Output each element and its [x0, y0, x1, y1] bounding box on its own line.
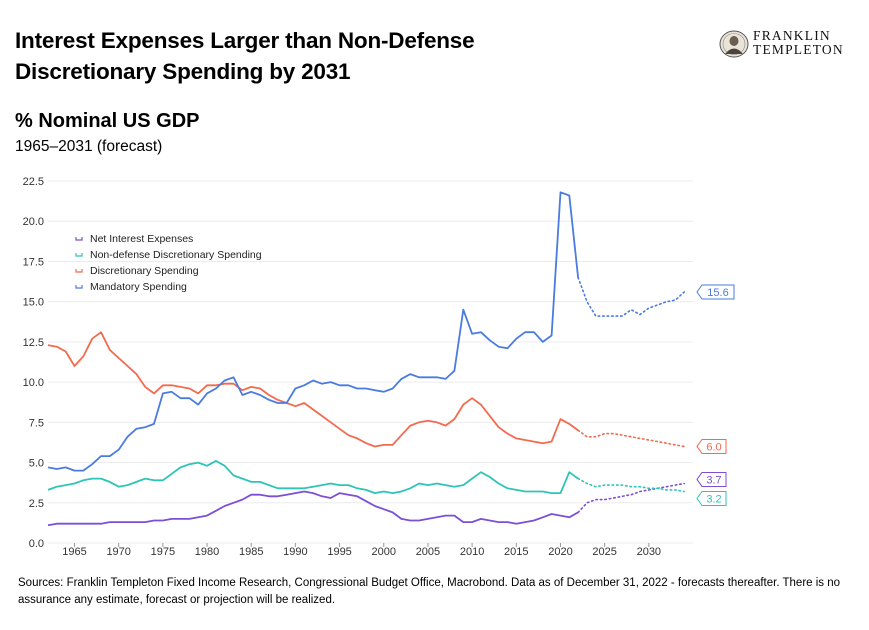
- x-tick-label: 2000: [372, 546, 396, 558]
- x-tick-label: 2025: [592, 546, 616, 558]
- x-tick-label: 2010: [460, 546, 484, 558]
- x-tick-label: 2015: [504, 546, 528, 558]
- y-tick-label: 17.5: [23, 256, 44, 268]
- y-tick-label: 5.0: [29, 458, 44, 470]
- x-tick-label: 1965: [62, 546, 86, 558]
- title-line-2: Discretionary Spending by 2031: [15, 59, 351, 84]
- y-tick-label: 7.5: [29, 417, 44, 429]
- end-label-box: [696, 471, 727, 487]
- y-tick-label: 20.0: [23, 216, 44, 228]
- x-tick-label: 1975: [151, 546, 175, 558]
- franklin-templeton-logo: FRANKLIN TEMPLETON: [719, 29, 859, 59]
- net-interest-expenses-end-label: 3.7: [696, 471, 727, 487]
- logo-line-2: TEMPLETON: [753, 42, 844, 57]
- end-label-text: 3.7: [706, 474, 721, 486]
- chart-title: Interest Expenses Larger than Non-Defens…: [15, 25, 615, 87]
- legend-item: Non-defense Discretionary Spending: [75, 249, 262, 261]
- legend: Net Interest Expenses Non-defense Discret…: [75, 233, 262, 293]
- x-tick-label: 2005: [416, 546, 440, 558]
- discretionary-spending-end-label: 6.0: [696, 438, 727, 454]
- legend-item: Discretionary Spending: [75, 265, 199, 277]
- x-tick-label: 2030: [637, 546, 661, 558]
- date-range: 1965–2031 (forecast): [15, 138, 163, 155]
- non-defense-discretionary-spending-end-label: 3.2: [696, 491, 727, 507]
- y-axis-ticks: 0.0 2.5 5.0 7.5 10.0 12.5 15.0 17.5 20.0 22.5: [23, 176, 44, 550]
- end-label-text: 6.0: [706, 441, 721, 453]
- x-axis-ticks: 1965 1970 1975 1980 1985 1990 1995 2000 2005 2010…: [62, 543, 661, 558]
- y-tick-label: 15.0: [23, 297, 44, 309]
- y-tick-label: 12.5: [23, 337, 44, 349]
- non-defense-discretionary-spending-actual-line: [47, 459, 579, 495]
- mandatory-spending-forecast-line: [577, 276, 686, 317]
- legend-swatch: [75, 237, 83, 241]
- x-tick-label: 1985: [239, 546, 263, 558]
- legend-label: Discretionary Spending: [90, 265, 199, 277]
- y-tick-label: 0.0: [29, 538, 44, 550]
- x-tick-label: 1990: [283, 546, 307, 558]
- end-label-box: [696, 284, 735, 300]
- x-tick-label: 1970: [106, 546, 130, 558]
- portrait-seal-icon: [719, 30, 749, 58]
- title-line-1: Interest Expenses Larger than Non-Defens…: [15, 28, 475, 53]
- legend-item: Net Interest Expenses: [75, 233, 193, 245]
- end-label-box: [696, 491, 727, 507]
- legend-label: Net Interest Expenses: [90, 233, 193, 245]
- end-label-text: 15.6: [707, 287, 728, 299]
- legend-swatch: [75, 269, 83, 273]
- source-note: Sources: Franklin Templeton Fixed Income…: [18, 577, 841, 606]
- non-defense-discretionary-spending-forecast-line: [577, 477, 686, 493]
- logo-line-1: FRANKLIN: [753, 28, 831, 43]
- mandatory-spending-actual-line: [47, 191, 579, 472]
- legend-swatch: [75, 253, 83, 257]
- x-tick-label: 2020: [548, 546, 572, 558]
- y-tick-label: 2.5: [29, 498, 44, 510]
- legend-label: Mandatory Spending: [90, 281, 187, 293]
- mandatory-spending-end-label: 15.6: [696, 284, 735, 300]
- chart-subtitle: % Nominal US GDP: [15, 110, 200, 132]
- x-tick-label: 1980: [195, 546, 219, 558]
- end-label-box: [696, 438, 727, 454]
- legend-label: Non-defense Discretionary Spending: [90, 249, 262, 261]
- legend-swatch: [75, 285, 83, 289]
- discretionary-spending-forecast-line: [577, 429, 686, 448]
- legend-item: Mandatory Spending: [75, 281, 187, 293]
- end-labels: 3.7 3.2 6.0 15.6: [696, 284, 735, 507]
- y-tick-label: 10.0: [23, 377, 44, 389]
- x-tick-label: 1995: [327, 546, 351, 558]
- y-tick-label: 22.5: [23, 176, 44, 188]
- net-interest-expenses-actual-line: [47, 490, 579, 527]
- series-lines: [47, 191, 686, 527]
- net-interest-expenses-forecast-line: [577, 482, 686, 514]
- discretionary-spending-actual-line: [47, 331, 579, 448]
- end-label-text: 3.2: [706, 494, 721, 506]
